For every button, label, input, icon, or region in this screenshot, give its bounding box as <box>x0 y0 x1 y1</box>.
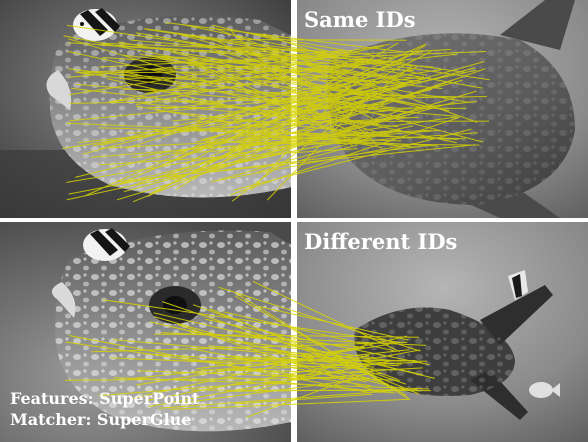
same-ids-label: Same IDs <box>304 7 416 32</box>
yellow-fish-icon <box>529 382 560 398</box>
features-caption: Features: SuperPoint <box>10 389 200 408</box>
match-line <box>266 96 367 201</box>
match-line <box>264 69 442 96</box>
match-line <box>102 299 401 343</box>
match-line <box>165 22 402 53</box>
match-line <box>180 34 371 88</box>
match-line <box>147 349 420 401</box>
match-line <box>131 121 359 159</box>
match-line <box>66 122 459 140</box>
match-line <box>211 129 401 183</box>
top-match-lines <box>62 22 490 203</box>
match-line <box>200 67 476 141</box>
match-line <box>243 79 463 140</box>
match-line <box>169 66 417 163</box>
match-line <box>162 301 407 385</box>
match-line <box>82 72 386 155</box>
bottom-left-photo <box>0 222 291 442</box>
sunfish-swimming-icon <box>354 285 553 420</box>
match-line <box>113 49 423 187</box>
match-line <box>230 39 407 41</box>
bannerfish-icon <box>73 8 120 41</box>
match-line <box>154 316 389 385</box>
match-line <box>182 57 369 140</box>
match-line <box>240 341 379 359</box>
match-line <box>186 360 416 362</box>
match-line <box>252 280 401 353</box>
match-line <box>77 71 409 119</box>
match-line <box>218 286 421 352</box>
match-line <box>213 27 478 123</box>
match-line <box>171 68 486 181</box>
match-line <box>98 49 452 68</box>
match-line <box>120 73 417 98</box>
match-line <box>139 53 450 112</box>
match-line <box>125 116 419 134</box>
match-line <box>189 331 365 348</box>
match-line <box>90 129 440 158</box>
match-line <box>196 44 344 53</box>
match-line <box>69 90 382 122</box>
match-line <box>71 87 380 125</box>
match-line <box>234 393 373 405</box>
match-line <box>271 83 361 108</box>
match-line <box>207 345 402 362</box>
match-line <box>211 24 393 67</box>
match-line <box>209 144 431 173</box>
match-line <box>158 389 402 409</box>
match-line <box>100 77 428 146</box>
match-line <box>272 367 423 378</box>
match-line <box>205 318 430 366</box>
match-line <box>125 61 403 149</box>
match-line <box>65 377 366 381</box>
match-line <box>267 45 378 145</box>
match-line <box>185 42 399 166</box>
match-line <box>223 116 458 151</box>
match-line <box>169 398 411 410</box>
small-fish-icon <box>508 270 528 300</box>
match-line <box>84 43 427 197</box>
match-line <box>129 349 410 380</box>
match-line <box>114 377 430 390</box>
match-line <box>65 341 372 387</box>
match-line <box>193 304 398 380</box>
match-line <box>118 41 471 104</box>
match-line <box>262 33 404 84</box>
match-line <box>112 339 402 365</box>
match-line <box>242 31 394 60</box>
different-ids-label: Different IDs <box>304 229 457 254</box>
match-line <box>130 39 387 63</box>
match-line <box>110 357 398 371</box>
bottom-match-lines <box>65 280 436 418</box>
match-line <box>227 389 418 392</box>
match-line <box>68 43 390 96</box>
match-line <box>116 69 457 144</box>
match-line <box>154 333 420 338</box>
match-line <box>137 370 401 381</box>
bottom-right-photo <box>297 222 588 442</box>
match-line <box>234 295 407 397</box>
match-line <box>178 53 458 86</box>
bannerfish-icon-2 <box>83 228 130 261</box>
match-line <box>205 141 480 146</box>
match-line <box>91 341 408 353</box>
matcher-caption: Matcher: SuperGlue <box>10 410 191 429</box>
match-line <box>218 142 415 181</box>
match-line <box>63 35 429 107</box>
match-line <box>116 144 476 183</box>
match-line <box>249 54 378 78</box>
match-line <box>147 44 426 197</box>
sunfish-closeup-icon-2 <box>51 230 291 432</box>
match-line <box>108 45 384 103</box>
